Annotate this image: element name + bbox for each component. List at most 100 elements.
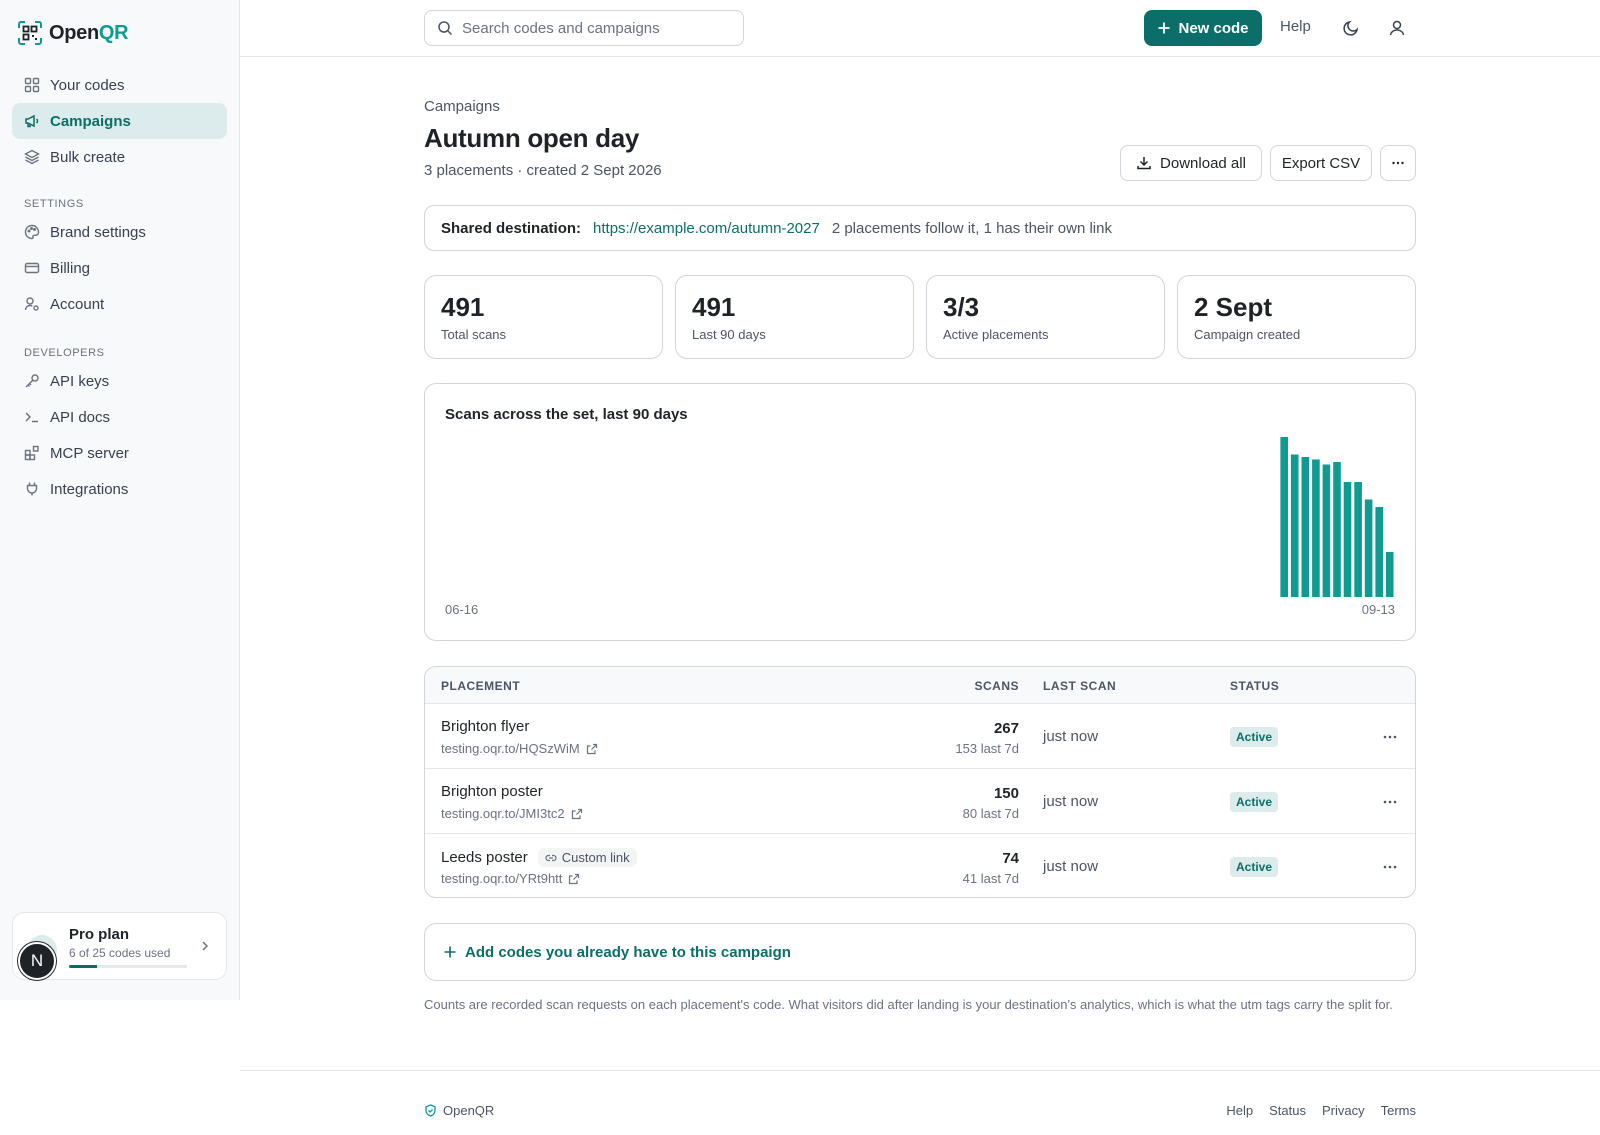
logo[interactable]: OpenQR — [17, 20, 129, 46]
footer: OpenQR Help Status Privacy Terms — [240, 1070, 1600, 1135]
row-more-icon[interactable] — [1381, 793, 1399, 811]
sidebar-item-bulk-create[interactable]: Bulk create — [12, 139, 227, 175]
custom-link-tag: Custom link — [537, 848, 637, 867]
more-options-button[interactable] — [1380, 145, 1416, 181]
download-all-label: Download all — [1160, 154, 1246, 172]
help-link[interactable]: Help — [1280, 18, 1311, 35]
chart-bar[interactable] — [1354, 482, 1362, 597]
sidebar-item-label: API keys — [50, 372, 110, 390]
search-box[interactable] — [424, 10, 744, 46]
last-scan: just now — [1043, 858, 1099, 875]
external-link-icon — [586, 743, 597, 754]
footer-link-privacy[interactable]: Privacy — [1321, 1103, 1365, 1118]
col-last-scan: LAST SCAN — [1043, 679, 1117, 693]
stat-label: Last 90 days — [692, 327, 766, 342]
placement-url[interactable]: testing.oqr.to/JMI3tc2 — [441, 806, 583, 821]
chart-bar[interactable] — [1333, 462, 1341, 597]
sidebar-item-label: Billing — [50, 259, 91, 277]
chart-bar[interactable] — [1385, 552, 1394, 597]
footer-link-help[interactable]: Help — [1226, 1103, 1254, 1118]
sidebar-item-your-codes[interactable]: Your codes — [12, 67, 227, 103]
placement-url[interactable]: testing.oqr.to/HQSzWiM — [441, 741, 598, 756]
page-title: Autumn open day — [424, 123, 640, 153]
footer-link-status[interactable]: Status — [1269, 1103, 1306, 1118]
user-icon[interactable] — [1388, 19, 1406, 37]
status-badge: Active — [1230, 727, 1279, 747]
sidebar-item-account[interactable]: Account — [12, 286, 227, 322]
placement-url[interactable]: testing.oqr.to/YRt9htt — [441, 871, 580, 886]
chevron-right-icon — [202, 941, 209, 951]
sidebar-item-label: Integrations — [50, 480, 129, 498]
footer-links: Help Status Privacy Terms — [1226, 1103, 1416, 1118]
col-placement: PLACEMENT — [441, 679, 521, 693]
chart-bar[interactable] — [1322, 464, 1331, 598]
footnote: Counts are recorded scan requests on eac… — [424, 997, 1393, 1012]
table-header: PLACEMENT SCANS LAST SCAN STATUS — [425, 667, 1415, 704]
scan-count: 74 — [1002, 850, 1019, 867]
stat-value: 491 — [441, 292, 485, 322]
table-row[interactable]: Leeds poster Custom link testing.oqr.to/… — [425, 834, 1415, 897]
row-more-icon[interactable] — [1381, 858, 1399, 876]
plus-icon — [444, 946, 456, 958]
table-row[interactable]: Brighton flyer testing.oqr.to/HQSzWiM 26… — [425, 704, 1415, 769]
shield-icon — [425, 1104, 436, 1117]
scan-recent: 41 last 7d — [962, 871, 1019, 886]
chart-bar[interactable] — [1343, 482, 1352, 597]
add-existing-codes-label: Add codes you already have to this campa… — [465, 943, 791, 961]
chart-bar[interactable] — [1301, 457, 1310, 597]
developers-heading: DEVELOPERS — [24, 347, 105, 359]
footer-link-terms[interactable]: Terms — [1380, 1103, 1416, 1118]
stat-label: Active placements — [943, 327, 1049, 342]
new-code-label: New code — [1178, 19, 1249, 37]
row-more-icon[interactable] — [1381, 728, 1399, 746]
shared-destination-url[interactable]: https://example.com/autumn-2027 — [593, 219, 820, 237]
sidebar-item-campaigns[interactable]: Campaigns — [12, 103, 227, 139]
chart-bar[interactable] — [1375, 507, 1383, 597]
sidebar-item-api-docs[interactable]: API docs — [12, 399, 227, 435]
settings-nav: SETTINGS Brand settings Billing Account — [12, 194, 227, 322]
sidebar-item-integrations[interactable]: Integrations — [12, 471, 227, 507]
sidebar-item-label: Campaigns — [50, 112, 131, 130]
palette-icon — [24, 224, 40, 240]
breadcrumb[interactable]: Campaigns — [424, 98, 500, 115]
search-input[interactable] — [462, 19, 732, 37]
stat-card-campaign-created: 2 Sept Campaign created — [1177, 275, 1416, 359]
chart-bar[interactable] — [1364, 499, 1373, 598]
stat-card-active-placements: 3/3 Active placements — [926, 275, 1165, 359]
export-csv-button[interactable]: Export CSV — [1270, 145, 1372, 181]
add-existing-codes-button[interactable]: Add codes you already have to this campa… — [424, 923, 1416, 981]
scans-chart-card: Scans across the set, last 90 days 06-16… — [424, 383, 1416, 641]
status-badge: Active — [1230, 792, 1279, 812]
chart-bar[interactable] — [1280, 437, 1288, 597]
placement-name: Brighton flyer — [441, 718, 530, 735]
sidebar-item-brand-settings[interactable]: Brand settings — [12, 214, 227, 250]
download-all-button[interactable]: Download all — [1120, 145, 1262, 181]
sidebar-item-billing[interactable]: Billing — [12, 250, 227, 286]
topbar: New code Help — [240, 0, 1600, 57]
table-row[interactable]: Brighton poster testing.oqr.to/JMI3tc2 1… — [425, 769, 1415, 834]
last-scan: just now — [1043, 728, 1099, 745]
col-status: STATUS — [1230, 679, 1280, 693]
col-scans: SCANS — [974, 679, 1019, 693]
chart-bar[interactable] — [1290, 454, 1299, 598]
moon-icon[interactable] — [1342, 19, 1360, 37]
chart-bar[interactable] — [1312, 459, 1320, 598]
sidebar-item-api-keys[interactable]: API keys — [12, 363, 227, 399]
shared-destination: Shared destination: https://example.com/… — [424, 205, 1416, 251]
plan-usage: 6 of 25 codes used — [69, 946, 171, 960]
sidebar-item-mcp-server[interactable]: MCP server — [12, 435, 227, 471]
terminal-icon — [25, 412, 38, 423]
last-scan: just now — [1043, 793, 1099, 810]
new-code-button[interactable]: New code — [1144, 10, 1262, 46]
sidebar-item-label: Your codes — [50, 76, 125, 94]
stat-card-last-90-days: 491 Last 90 days — [675, 275, 914, 359]
status-badge: Active — [1230, 857, 1279, 877]
scan-recent: 153 last 7d — [955, 741, 1019, 756]
layers-icon — [24, 149, 40, 165]
page-subtitle: 3 placements · created 2 Sept 2026 — [424, 162, 662, 179]
scan-recent: 80 last 7d — [962, 806, 1019, 821]
avatar[interactable]: N — [18, 942, 56, 980]
developers-nav: DEVELOPERS API keys API docs MCP server … — [12, 343, 227, 507]
plug-icon — [26, 482, 38, 496]
settings-heading: SETTINGS — [24, 198, 84, 210]
